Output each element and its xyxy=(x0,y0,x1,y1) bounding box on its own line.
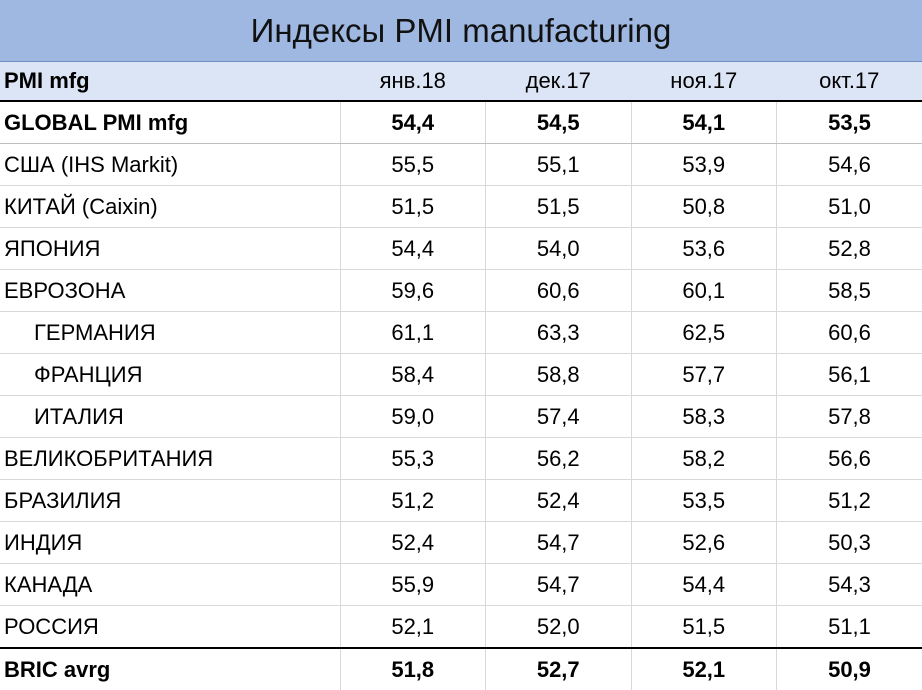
value-cell: 54,4 xyxy=(340,101,486,144)
value-cell: 56,6 xyxy=(777,438,922,480)
value-cell: 57,8 xyxy=(777,396,922,438)
value-cell: 51,2 xyxy=(777,480,922,522)
value-cell: 55,3 xyxy=(340,438,486,480)
value-cell: 59,6 xyxy=(340,270,486,312)
value-cell: 54,1 xyxy=(631,101,777,144)
value-cell: 51,8 xyxy=(340,648,486,690)
value-cell: 58,8 xyxy=(486,354,632,396)
value-cell: 55,5 xyxy=(340,144,486,186)
value-cell: 50,8 xyxy=(631,186,777,228)
value-cell: 55,1 xyxy=(486,144,632,186)
value-cell: 56,1 xyxy=(777,354,922,396)
value-cell: 52,4 xyxy=(486,480,632,522)
value-cell: 53,5 xyxy=(631,480,777,522)
value-cell: 60,6 xyxy=(486,270,632,312)
value-cell: 51,0 xyxy=(777,186,922,228)
header-month: янв.18 xyxy=(340,62,486,101)
row-label: ИНДИЯ xyxy=(0,522,340,564)
value-cell: 58,5 xyxy=(777,270,922,312)
value-cell: 56,2 xyxy=(486,438,632,480)
pmi-table: PMI mfg янв.18 дек.17 ноя.17 окт.17 GLOB… xyxy=(0,62,922,690)
value-cell: 54,7 xyxy=(486,564,632,606)
value-cell: 54,4 xyxy=(340,228,486,270)
value-cell: 61,1 xyxy=(340,312,486,354)
row-label: КИТАЙ (Caixin) xyxy=(0,186,340,228)
value-cell: 54,6 xyxy=(777,144,922,186)
value-cell: 58,2 xyxy=(631,438,777,480)
header-month: ноя.17 xyxy=(631,62,777,101)
header-label: PMI mfg xyxy=(0,62,340,101)
value-cell: 51,5 xyxy=(486,186,632,228)
value-cell: 59,0 xyxy=(340,396,486,438)
value-cell: 52,8 xyxy=(777,228,922,270)
value-cell: 63,3 xyxy=(486,312,632,354)
value-cell: 52,4 xyxy=(340,522,486,564)
header-month: дек.17 xyxy=(486,62,632,101)
value-cell: 51,5 xyxy=(631,606,777,649)
value-cell: 53,5 xyxy=(777,101,922,144)
value-cell: 53,6 xyxy=(631,228,777,270)
value-cell: 54,7 xyxy=(486,522,632,564)
value-cell: 58,4 xyxy=(340,354,486,396)
value-cell: 54,0 xyxy=(486,228,632,270)
value-cell: 62,5 xyxy=(631,312,777,354)
row-label: ЕВРОЗОНА xyxy=(0,270,340,312)
value-cell: 52,1 xyxy=(631,648,777,690)
row-label: КАНАДА xyxy=(0,564,340,606)
value-cell: 57,4 xyxy=(486,396,632,438)
header-row: PMI mfg янв.18 дек.17 ноя.17 окт.17 xyxy=(0,62,922,101)
row-label: ФРАНЦИЯ xyxy=(0,354,340,396)
value-cell: 54,3 xyxy=(777,564,922,606)
value-cell: 54,5 xyxy=(486,101,632,144)
value-cell: 60,6 xyxy=(777,312,922,354)
row-label: ГЕРМАНИЯ xyxy=(0,312,340,354)
value-cell: 52,7 xyxy=(486,648,632,690)
row-label: ИТАЛИЯ xyxy=(0,396,340,438)
row-label: ВЕЛИКОБРИТАНИЯ xyxy=(0,438,340,480)
value-cell: 52,0 xyxy=(486,606,632,649)
value-cell: 51,1 xyxy=(777,606,922,649)
row-label: РОССИЯ xyxy=(0,606,340,649)
value-cell: 60,1 xyxy=(631,270,777,312)
header-month: окт.17 xyxy=(777,62,922,101)
row-label: США (IHS Markit) xyxy=(0,144,340,186)
value-cell: 51,2 xyxy=(340,480,486,522)
value-cell: 50,3 xyxy=(777,522,922,564)
row-label: БРАЗИЛИЯ xyxy=(0,480,340,522)
value-cell: 54,4 xyxy=(631,564,777,606)
row-label: GLOBAL PMI mfg xyxy=(0,101,340,144)
value-cell: 53,9 xyxy=(631,144,777,186)
value-cell: 52,6 xyxy=(631,522,777,564)
value-cell: 51,5 xyxy=(340,186,486,228)
row-label: ЯПОНИЯ xyxy=(0,228,340,270)
value-cell: 55,9 xyxy=(340,564,486,606)
value-cell: 58,3 xyxy=(631,396,777,438)
row-label: BRIC avrg xyxy=(0,648,340,690)
value-cell: 50,9 xyxy=(777,648,922,690)
value-cell: 57,7 xyxy=(631,354,777,396)
value-cell: 52,1 xyxy=(340,606,486,649)
table-title: Индексы PMI manufacturing xyxy=(0,0,922,62)
